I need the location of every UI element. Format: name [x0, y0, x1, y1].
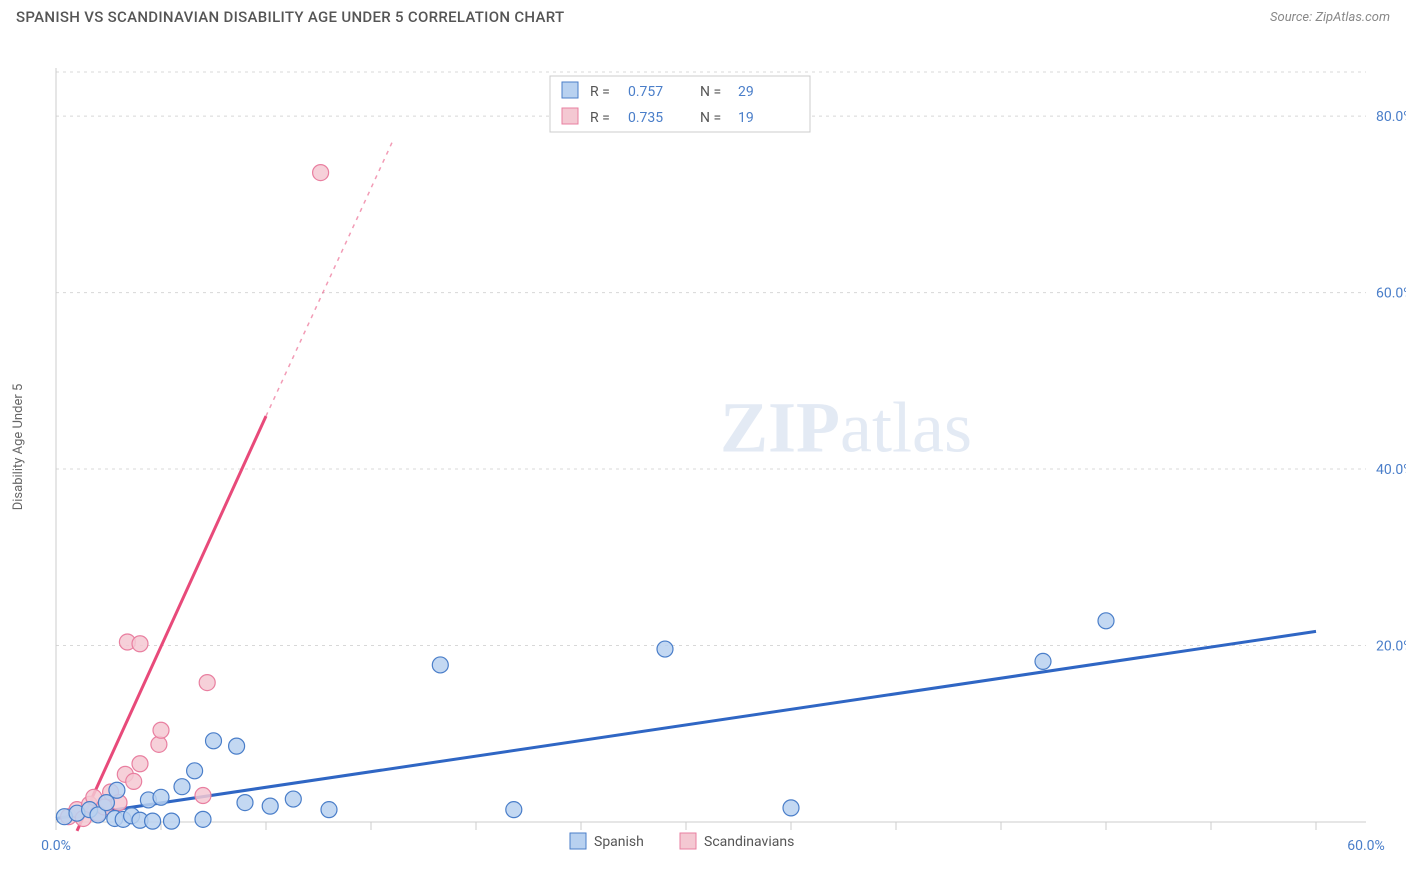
data-point [1035, 653, 1051, 669]
data-point [206, 733, 222, 749]
data-point [195, 788, 211, 804]
legend-r-label: R = [590, 84, 610, 100]
trend-line [77, 416, 266, 831]
legend-r-label: R = [590, 110, 610, 126]
data-point [285, 791, 301, 807]
y-axis-label: Disability Age Under 5 [11, 384, 26, 511]
y-tick-label: 40.0% [1376, 462, 1406, 478]
scatter-chart: 20.0% 40.0% 60.0% 80.0% 0.0% 60.0% Disability … [0, 30, 1406, 880]
data-point [262, 798, 278, 814]
data-point [506, 802, 522, 818]
x-tick-label: 0.0% [41, 838, 71, 854]
data-point [145, 813, 161, 829]
data-point [153, 789, 169, 805]
legend-swatch [562, 82, 578, 98]
y-tick-label: 60.0% [1376, 286, 1406, 302]
source-attribution: Source: ZipAtlas.com [1270, 10, 1390, 25]
data-point [164, 813, 180, 829]
data-point [174, 779, 190, 795]
y-tick-label: 80.0% [1376, 109, 1406, 125]
data-point [187, 763, 203, 779]
data-point [151, 736, 167, 752]
data-point [195, 811, 211, 827]
legend-r-value: 0.735 [628, 110, 663, 126]
legend-series-label: Spanish [594, 834, 644, 850]
legend-n-value: 29 [738, 84, 754, 100]
trend-line-dashed [266, 143, 392, 417]
data-point [153, 722, 169, 738]
legend-swatch [570, 833, 586, 849]
legend-series-label: Scandinavians [704, 834, 794, 850]
data-point [783, 800, 799, 816]
data-point [199, 675, 215, 691]
y-tick-label: 20.0% [1376, 639, 1406, 655]
x-tick-label: 60.0% [1347, 838, 1385, 854]
legend-n-label: N = [700, 84, 721, 100]
data-point [432, 657, 448, 673]
data-point [109, 782, 125, 798]
data-point [321, 802, 337, 818]
data-point [132, 756, 148, 772]
chart-title: SPANISH VS SCANDINAVIAN DISABILITY AGE U… [16, 8, 564, 26]
source-name: ZipAtlas.com [1315, 10, 1390, 25]
chart-container: 20.0% 40.0% 60.0% 80.0% 0.0% 60.0% Disability … [0, 30, 1406, 880]
legend-swatch [562, 108, 578, 124]
data-point [132, 636, 148, 652]
legend-swatch [680, 833, 696, 849]
watermark: ZIPatlas [720, 387, 972, 467]
legend-n-label: N = [700, 110, 721, 126]
data-point [126, 773, 142, 789]
legend-n-value: 19 [738, 110, 754, 126]
stats-legend [550, 76, 810, 132]
data-point [229, 738, 245, 754]
data-point [237, 795, 253, 811]
data-point [313, 165, 329, 181]
legend-r-value: 0.757 [628, 84, 663, 100]
trend-line [56, 631, 1316, 818]
source-prefix: Source: [1270, 10, 1315, 25]
data-point [657, 641, 673, 657]
data-point [1098, 613, 1114, 629]
